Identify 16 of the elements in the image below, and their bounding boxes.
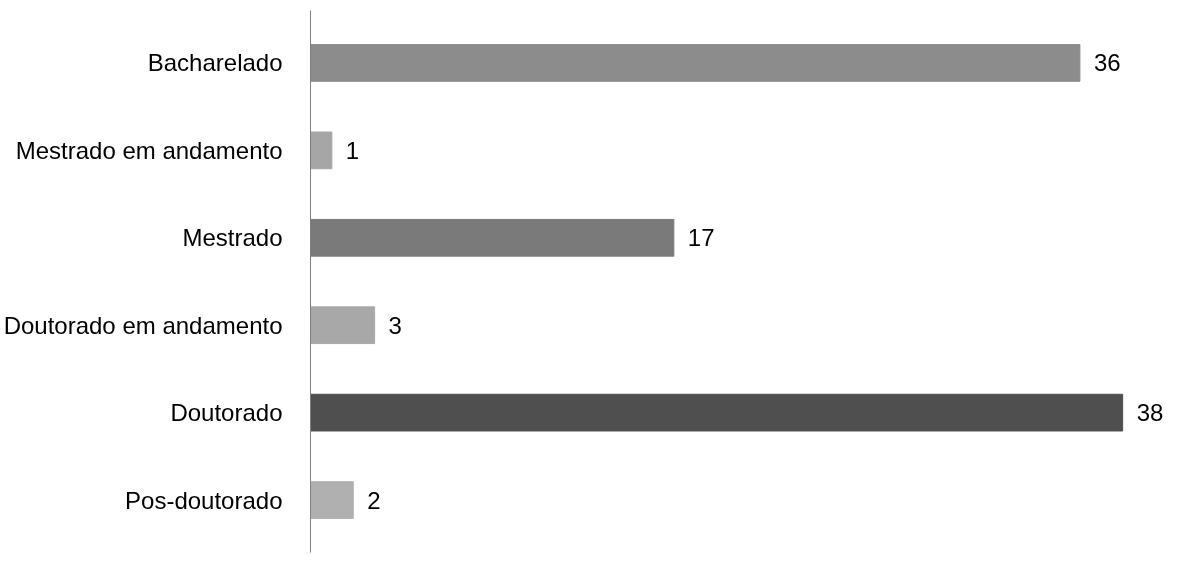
data-label: 38: [1136, 399, 1164, 427]
data-label: 17: [687, 224, 715, 252]
data-label: 3: [388, 311, 402, 339]
y-tick-label: Mestrado em andamento: [15, 136, 283, 164]
y-tick-label: Doutorado: [170, 399, 283, 427]
data-label: 1: [345, 136, 360, 164]
bar: [310, 131, 333, 170]
bar: [310, 393, 1124, 432]
data-label: 2: [367, 486, 381, 514]
bar: [310, 481, 354, 519]
y-tick-label: Pos-doutorado: [125, 486, 283, 514]
y-tick-label: Doutorado em andamento: [3, 311, 283, 339]
y-tick-label: Bacharelado: [147, 49, 283, 77]
data-label: 36: [1093, 49, 1121, 77]
y-tick-label: Mestrado: [182, 224, 283, 252]
bar: [310, 306, 376, 345]
